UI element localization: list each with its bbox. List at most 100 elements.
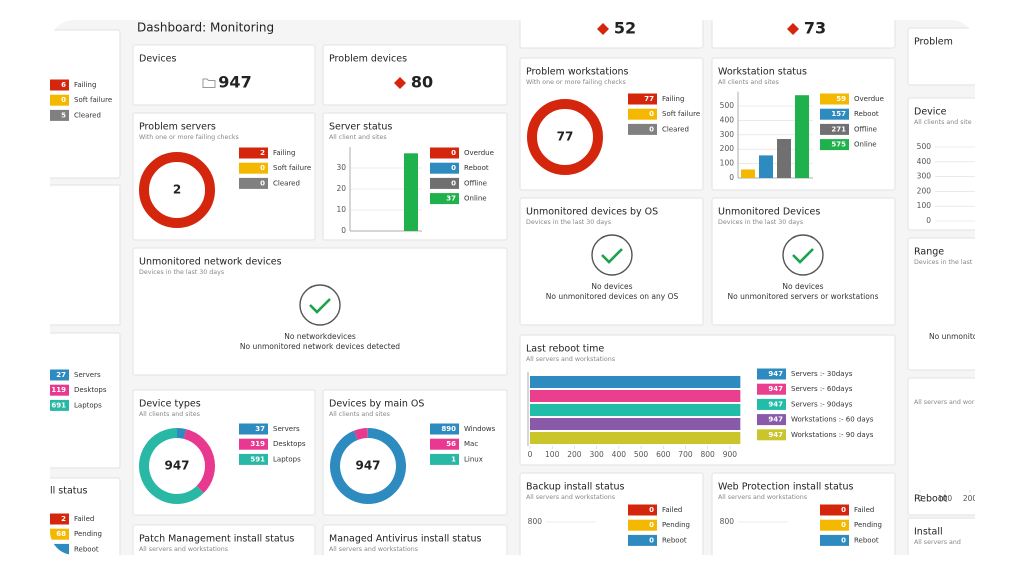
y-tick-label: 0 xyxy=(341,226,346,235)
legend-swatch xyxy=(757,383,786,395)
y-tick-label: 300 xyxy=(720,130,735,139)
widget-subtitle: Devices in the last 30 days xyxy=(139,269,224,276)
y-tick-label: 800 xyxy=(720,517,735,526)
legend-swatch xyxy=(628,534,657,546)
widget-subtitle: All servers and xyxy=(914,539,961,546)
widget-subtitle: All clients and sites xyxy=(718,79,779,86)
legend-value: 77 xyxy=(644,95,654,103)
widget-subtitle: All servers and workstations xyxy=(329,546,418,553)
panel xyxy=(519,472,704,555)
legend-label: Cleared xyxy=(662,125,689,133)
legend-swatch xyxy=(628,504,657,516)
y-tick-label: 400 xyxy=(917,157,932,166)
widget-title: Unmonitored network devices xyxy=(139,257,282,268)
legend-label: Failed xyxy=(662,506,682,514)
legend-swatch xyxy=(820,139,849,151)
empty-heading: No devices xyxy=(591,282,632,291)
widget-title: ll status xyxy=(50,486,88,497)
legend-swatch xyxy=(430,177,459,189)
donut-center: 77 xyxy=(557,130,574,144)
legend-swatch xyxy=(430,423,459,435)
legend-label: Failing xyxy=(273,149,295,157)
widget-subtitle: Devices in the last 30 days xyxy=(526,219,611,226)
bar xyxy=(530,390,741,402)
bar xyxy=(530,418,741,430)
panel xyxy=(907,27,975,86)
metric-value: 52 xyxy=(614,19,636,38)
y-tick-label: 300 xyxy=(917,172,932,181)
alert-icon xyxy=(787,23,799,35)
empty-message: No unmonitored devices on any OS xyxy=(546,292,679,301)
legend-value: 1 xyxy=(451,455,456,463)
legend-swatch xyxy=(239,453,268,465)
legend-label: Linux xyxy=(464,455,483,463)
legend-swatch xyxy=(820,534,849,546)
panel xyxy=(132,247,508,376)
x-tick-label: 100 xyxy=(545,450,560,459)
legend-label: Reboot xyxy=(74,545,99,553)
widget-subtitle: Devices in the last 30 days xyxy=(718,219,803,226)
y-tick-label: 20 xyxy=(336,184,346,193)
legend-value: 947 xyxy=(768,431,783,439)
panel xyxy=(50,332,121,469)
legend-swatch xyxy=(757,414,786,426)
dashboard: Dashboard: Monitoring Devices 947 Problem … xyxy=(50,19,975,555)
legend-label: Reboot xyxy=(662,536,687,544)
legend-value: 0 xyxy=(61,96,66,104)
check-mark xyxy=(309,298,331,314)
folder-icon xyxy=(202,78,216,88)
check-circle xyxy=(782,234,824,276)
legend-value: 157 xyxy=(831,110,846,118)
panel xyxy=(711,197,896,326)
legend-value: 947 xyxy=(768,416,783,424)
widget-subtitle: Devices in the last xyxy=(914,259,973,266)
legend-label: Servers :- 30days xyxy=(791,370,853,378)
donut-segment xyxy=(176,428,187,439)
legend-label: Pending xyxy=(854,521,882,529)
panel xyxy=(907,97,975,231)
panel xyxy=(322,524,508,555)
widget-title: Backup install status xyxy=(526,482,625,493)
legend-value: 68 xyxy=(56,530,66,538)
legend-label: Servers :- 90days xyxy=(791,400,853,408)
widget-title: Install xyxy=(914,527,943,538)
y-tick-label: 100 xyxy=(917,201,932,210)
y-tick-label: 30 xyxy=(336,163,346,172)
legend-value: 0 xyxy=(260,164,265,172)
widget-subtitle: All clients and sites xyxy=(329,411,390,418)
panel xyxy=(907,517,975,555)
legend-label: Reboot xyxy=(464,164,489,172)
legend-value: 119 xyxy=(51,386,66,394)
legend-swatch xyxy=(430,193,459,205)
x-tick-label: 200 xyxy=(567,450,582,459)
widget-title: Last reboot time xyxy=(526,344,604,355)
panel xyxy=(519,57,704,191)
empty-heading: No devices xyxy=(782,282,823,291)
legend-value: 59 xyxy=(836,95,846,103)
x-tick-label: 0 xyxy=(528,450,533,459)
bar xyxy=(530,376,741,388)
legend-label: Soft failure xyxy=(662,110,700,118)
legend-label: Servers xyxy=(273,425,300,433)
y-tick-label: 200 xyxy=(720,144,735,153)
widget-subtitle: With one or more failing checks xyxy=(139,134,239,141)
legend-value: 691 xyxy=(51,401,66,409)
empty-message: No unmonitored servers or workstations xyxy=(728,292,879,301)
widget-title: Problem workstations xyxy=(526,67,629,78)
panel xyxy=(132,44,316,106)
check-mark xyxy=(601,248,623,264)
legend-label: Failed xyxy=(854,506,874,514)
panel xyxy=(519,197,704,326)
legend-swatch xyxy=(820,108,849,120)
x-tick-label: 900 xyxy=(723,450,738,459)
panel xyxy=(322,389,508,516)
widget-subtitle: With one or more failing checks xyxy=(526,79,626,86)
x-tick-label: 800 xyxy=(701,450,716,459)
empty-message: No unmonitored network devices detected xyxy=(240,342,400,351)
legend-swatch xyxy=(628,93,657,105)
legend-swatch xyxy=(820,504,849,516)
panel xyxy=(132,524,316,555)
empty-heading: No networkdevices xyxy=(284,332,356,341)
legend-swatch xyxy=(757,398,786,410)
legend-value: 947 xyxy=(768,385,783,393)
